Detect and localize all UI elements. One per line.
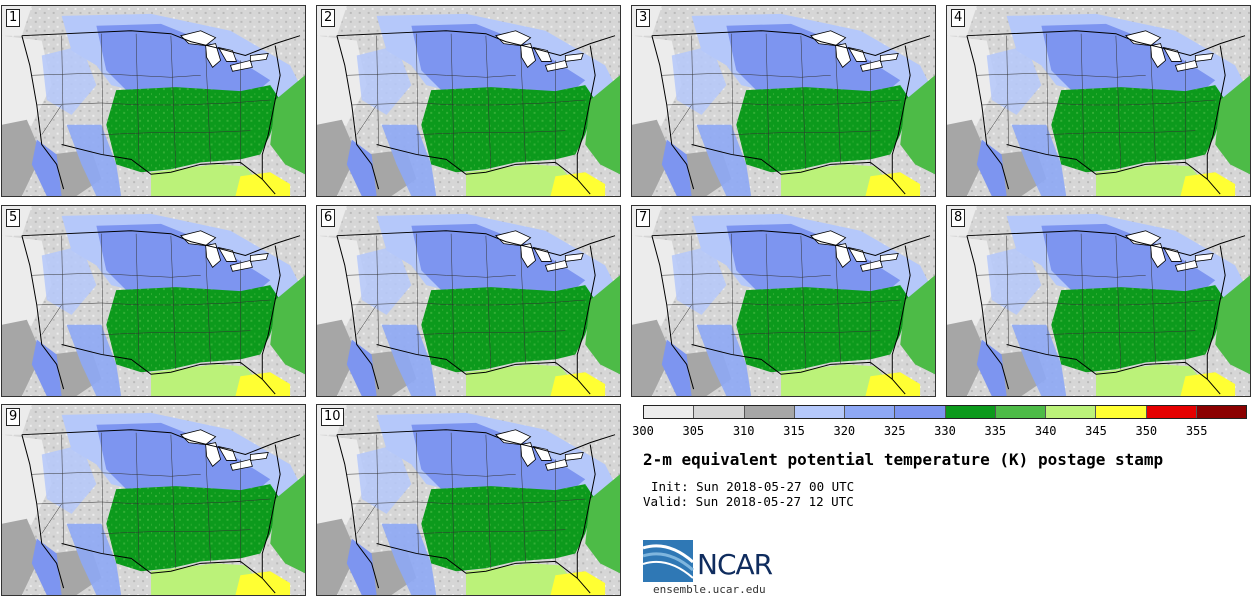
tick-label: 330 [934, 424, 956, 438]
ensemble-member-map-4: 4 [946, 5, 1251, 197]
map-title: 2-m equivalent potential temperature (K)… [643, 450, 1164, 469]
ensemble-member-map-10: 10 [316, 404, 621, 596]
ncar-logo-icon [643, 540, 694, 582]
color-segment [1096, 406, 1147, 418]
color-segment [1196, 406, 1246, 418]
member-label: 6 [321, 209, 336, 227]
member-label: 4 [951, 9, 966, 27]
ensemble-member-map-5: 5 [1, 205, 306, 397]
color-segment [945, 406, 996, 418]
member-label: 3 [636, 9, 651, 27]
tick-label: 335 [984, 424, 1007, 438]
tick-label: 300 [632, 424, 654, 438]
member-label: 10 [321, 408, 344, 426]
ensemble-member-map-6: 6 [316, 205, 621, 397]
map-canvas [317, 405, 620, 595]
init-time: Init: Sun 2018-05-27 00 UTC [651, 479, 855, 494]
ensemble-member-map-9: 9 [1, 404, 306, 596]
map-canvas [632, 6, 935, 196]
ncar-logo-text: NCAR [697, 548, 773, 581]
member-label: 1 [6, 9, 21, 27]
color-segment [1046, 406, 1097, 418]
map-canvas [317, 206, 620, 396]
color-segment [845, 406, 896, 418]
map-canvas [2, 405, 305, 595]
member-label: 2 [321, 9, 336, 27]
color-segment [644, 406, 695, 418]
tick-label: 355 [1185, 424, 1208, 438]
ensemble-member-map-8: 8 [946, 205, 1251, 397]
color-scale-ticks: 300 305 310 315 320 325 330 335 340 345 350 355 [632, 424, 1260, 440]
color-segment [1146, 406, 1197, 418]
tick-label: 340 [1034, 424, 1057, 438]
tick-label: 320 [833, 424, 856, 438]
color-segment [794, 406, 845, 418]
ensemble-member-map-2: 2 [316, 5, 621, 197]
color-segment [744, 406, 795, 418]
valid-time: Valid: Sun 2018-05-27 12 UTC [643, 494, 854, 509]
color-scale-bar [643, 405, 1247, 419]
color-segment [694, 406, 745, 418]
member-label: 7 [636, 209, 651, 227]
map-canvas [2, 206, 305, 396]
color-segment [895, 406, 946, 418]
tick-label: 305 [682, 424, 705, 438]
color-segment [995, 406, 1046, 418]
site-url: ensemble.ucar.edu [653, 583, 766, 596]
member-label: 8 [951, 209, 966, 227]
member-label: 5 [6, 209, 21, 227]
member-label: 9 [6, 408, 21, 426]
tick-label: 350 [1135, 424, 1158, 438]
ensemble-member-map-1: 1 [1, 5, 306, 197]
tick-label: 310 [732, 424, 755, 438]
tick-label: 345 [1085, 424, 1107, 438]
map-canvas [632, 206, 935, 396]
map-canvas [947, 6, 1250, 196]
tick-label: 325 [883, 424, 906, 438]
map-canvas [317, 6, 620, 196]
map-canvas [947, 206, 1250, 396]
map-canvas [2, 6, 305, 196]
tick-label: 315 [783, 424, 805, 438]
ensemble-member-map-7: 7 [631, 205, 936, 397]
ensemble-member-map-3: 3 [631, 5, 936, 197]
